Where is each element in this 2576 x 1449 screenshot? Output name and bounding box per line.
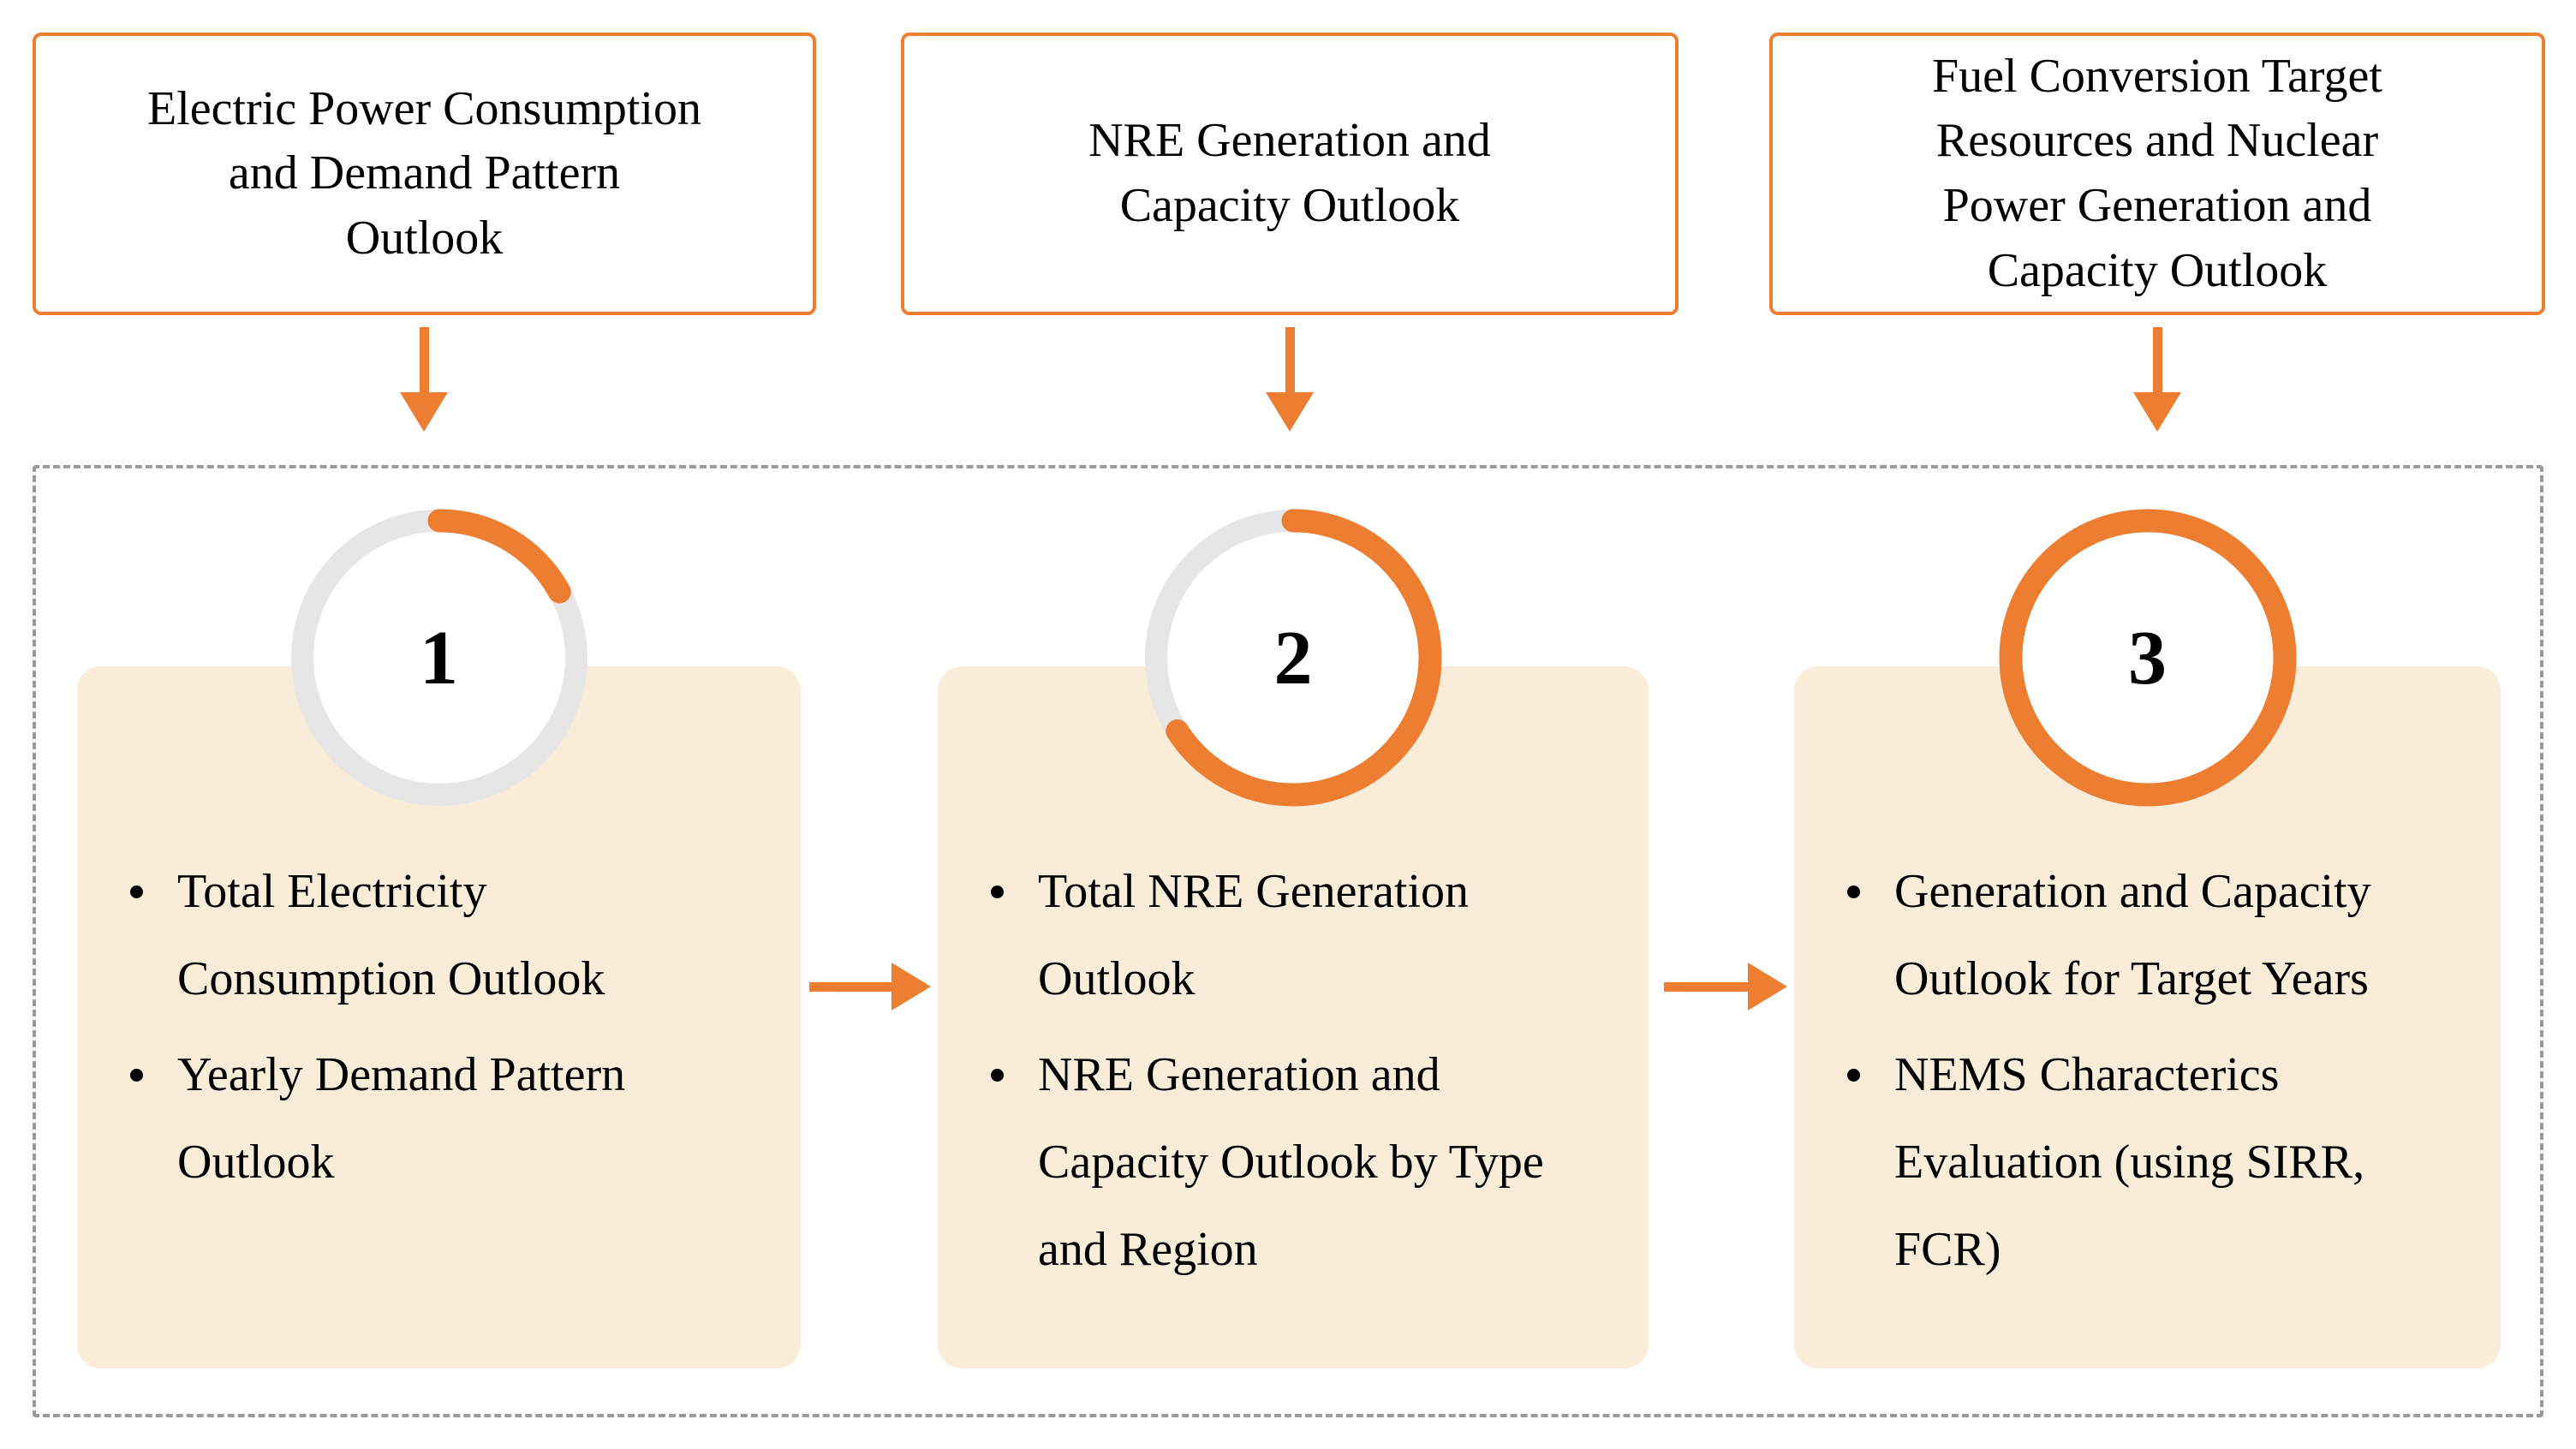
- top-box-line: Resources and Nuclear: [1935, 114, 2379, 168]
- bullet-item: Generation and Capacity Outlook for Targ…: [1847, 848, 2434, 1023]
- step-card-1: 1 Total Electricity Consumption Outlook …: [77, 509, 801, 1368]
- bullet-text: NRE Generation and Capacity Outlook by T…: [1038, 1048, 1544, 1276]
- top-box-line: NRE Generation and: [1088, 114, 1491, 168]
- arrow-stem: [419, 327, 429, 392]
- flow-arrow-right-icon: [1664, 963, 1787, 1011]
- arrow-head: [1748, 963, 1787, 1011]
- top-box-nre-outlook: NRE Generation and Capacity Outlook: [901, 33, 1679, 315]
- bullet-dot-icon: [1847, 1069, 1860, 1082]
- bullet-list: Generation and Capacity Outlook for Targ…: [1847, 848, 2434, 1302]
- bullet-text: Generation and Capacity Outlook for Targ…: [1894, 865, 2371, 1005]
- bullet-item: Yearly Demand Pattern Outlook: [130, 1031, 734, 1206]
- down-arrow-icon: [400, 327, 448, 432]
- down-arrow-icon: [2133, 327, 2181, 432]
- bullet-text: NEMS Characterics Evaluation (using SIRR…: [1894, 1048, 2365, 1276]
- bullet-dot-icon: [991, 1069, 1004, 1082]
- bullet-dot-icon: [991, 886, 1004, 898]
- bullet-dot-icon: [1847, 886, 1860, 898]
- progress-ring-svg: [1144, 509, 1442, 807]
- arrow-head: [1266, 392, 1314, 432]
- step-number: 3: [2128, 615, 2167, 701]
- step-card-2: 2 Total NRE Generation Outlook NRE Gener…: [938, 509, 1649, 1368]
- bullet-item: Total NRE Generation Outlook: [991, 848, 1582, 1023]
- top-box-line: and Demand Pattern: [228, 146, 621, 200]
- step-3-progress-ring: 3: [1995, 505, 2300, 810]
- top-box-line: Capacity Outlook: [1119, 179, 1460, 232]
- bullet-list: Total NRE Generation Outlook NRE Generat…: [991, 848, 1582, 1302]
- arrow-stem: [1285, 327, 1295, 392]
- bullet-item: NEMS Characterics Evaluation (using SIRR…: [1847, 1031, 2434, 1293]
- arrow-head: [891, 963, 931, 1011]
- bullet-dot-icon: [130, 1069, 143, 1082]
- top-box-line: Power Generation and: [1942, 179, 2372, 232]
- step-number: 1: [420, 615, 458, 701]
- arrow-stem: [2152, 327, 2162, 392]
- arrow-stem: [1664, 981, 1748, 992]
- progress-ring-svg: [290, 509, 587, 807]
- top-box-demand-outlook: Electric Power Consumption and Demand Pa…: [33, 33, 816, 315]
- bullet-item: NRE Generation and Capacity Outlook by T…: [991, 1031, 1582, 1293]
- top-box-line: Outlook: [345, 211, 504, 265]
- arrow-head: [400, 392, 448, 432]
- step-2-progress-ring: 2: [1141, 505, 1446, 810]
- arrow-stem: [809, 981, 891, 992]
- top-box-line: Fuel Conversion Target: [1932, 49, 2382, 103]
- arrow-head: [2133, 392, 2181, 432]
- down-arrow-icon: [1266, 327, 1314, 432]
- top-box-fuel-nuclear-outlook: Fuel Conversion Target Resources and Nuc…: [1769, 33, 2545, 315]
- bullet-text: Yearly Demand Pattern Outlook: [177, 1048, 626, 1189]
- step-1-progress-ring: 1: [287, 505, 592, 810]
- bullet-list: Total Electricity Consumption Outlook Ye…: [130, 848, 734, 1214]
- top-box-line: Capacity Outlook: [1987, 243, 2328, 297]
- step-card-3: 3 Generation and Capacity Outlook for Ta…: [1794, 509, 2501, 1368]
- bullet-item: Total Electricity Consumption Outlook: [130, 848, 734, 1023]
- bullet-dot-icon: [130, 886, 143, 898]
- progress-ring-svg: [1999, 509, 2296, 807]
- top-box-line: Electric Power Consumption: [146, 81, 701, 135]
- dashed-container: [33, 465, 2543, 1417]
- bullet-text: Total Electricity Consumption Outlook: [177, 865, 605, 1005]
- bullet-text: Total NRE Generation Outlook: [1038, 865, 1470, 1005]
- step-number: 2: [1273, 615, 1313, 701]
- flow-arrow-right-icon: [809, 963, 931, 1011]
